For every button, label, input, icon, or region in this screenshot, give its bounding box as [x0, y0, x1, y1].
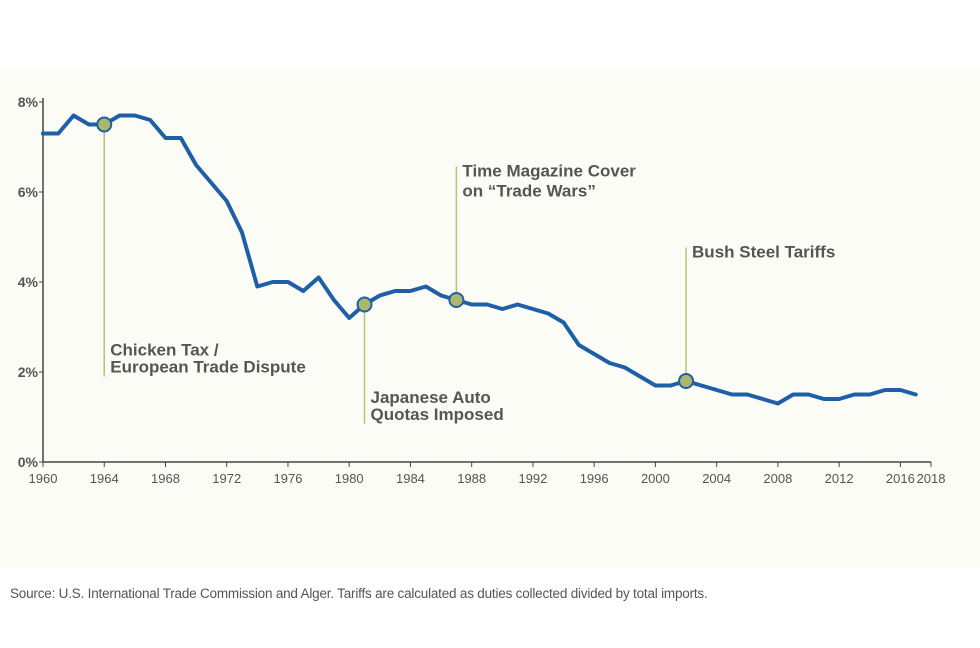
y-tick-label: 4%	[18, 274, 39, 290]
annotation-label: Quotas Imposed	[371, 405, 504, 424]
tariff-line-chart: 0% 2% 4% 6% 8% 1960 1964 1968 1972 1976 1980 1984 19…	[18, 94, 946, 486]
annotation-marker	[356, 296, 373, 313]
annotation-marker	[96, 116, 113, 133]
x-tick-label: 1976	[274, 471, 303, 486]
x-tick-label: 1960	[29, 471, 58, 486]
x-tick-label: 1992	[518, 471, 547, 486]
x-tick-label: 1980	[335, 471, 364, 486]
x-tick-label: 1964	[90, 471, 119, 486]
annotation-label: on “Trade Wars”	[462, 182, 596, 201]
annotation-marker	[448, 292, 465, 308]
x-tick-label: 2000	[641, 471, 670, 486]
y-tick-label: 6%	[18, 184, 39, 200]
chart-panel: 0% 2% 4% 6% 8% 1960 1964 1968 1972 1976 1980 1984 19…	[0, 68, 980, 601]
x-tick-label: 1984	[396, 471, 425, 486]
x-tick-label: 2018	[917, 471, 946, 486]
tariff-rate-line	[41, 113, 918, 406]
annotation-label: Time Magazine Cover	[462, 162, 636, 181]
annotation-label: Japanese Auto	[371, 388, 491, 407]
annotation-label: Chicken Tax /	[110, 341, 219, 360]
annotation-marker	[678, 373, 695, 389]
annotation-label: European Trade Dispute	[110, 358, 306, 377]
y-tick-label: 8%	[18, 94, 39, 110]
x-tick-label: 1996	[580, 471, 609, 486]
y-tick-label: 2%	[18, 364, 39, 380]
x-tick-label: 2004	[702, 471, 731, 486]
x-tick-label: 2008	[763, 471, 792, 486]
x-tick-label: 1988	[457, 471, 486, 486]
source-note: Source: U.S. International Trade Commiss…	[10, 586, 708, 601]
x-tick-label: 1972	[212, 471, 241, 486]
x-tick-label: 2016	[886, 471, 915, 486]
x-tick-label: 1968	[151, 471, 180, 486]
y-tick-label: 0%	[18, 454, 39, 470]
annotation-label: Bush Steel Tariffs	[692, 243, 835, 262]
x-tick-label: 2012	[825, 471, 854, 486]
